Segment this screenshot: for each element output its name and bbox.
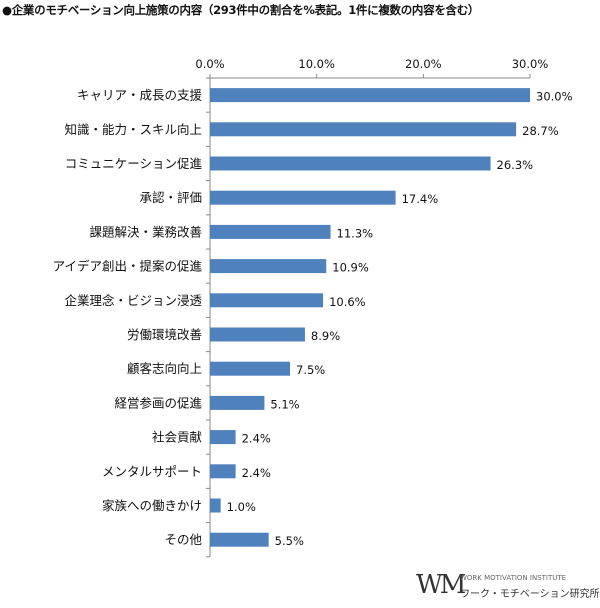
value-label: 2.4% bbox=[242, 466, 271, 480]
logo-mark: WM bbox=[416, 570, 466, 600]
bar bbox=[210, 430, 236, 445]
value-label: 26.3% bbox=[497, 158, 534, 172]
bar bbox=[210, 498, 221, 513]
category-label: キャリア・成長の支援 bbox=[77, 88, 203, 103]
bar bbox=[210, 156, 491, 171]
value-label: 5.1% bbox=[270, 397, 299, 411]
category-label: 企業理念・ビジョン浸透 bbox=[64, 293, 202, 308]
bar bbox=[210, 395, 265, 410]
x-tick-label: 30.0% bbox=[512, 57, 549, 71]
bar bbox=[210, 122, 517, 137]
logo-name-jp: ワーク・モチベーション研究所 bbox=[460, 589, 600, 600]
bar bbox=[210, 327, 305, 342]
value-label: 28.7% bbox=[522, 124, 559, 138]
logo-name-en: WORK MOTIVATION INSTITUTE bbox=[460, 574, 567, 582]
logo: WM WORK MOTIVATION INSTITUTE ワーク・モチベーション… bbox=[416, 570, 600, 602]
bar bbox=[210, 532, 269, 547]
category-label: 社会貢献 bbox=[152, 430, 202, 445]
bar bbox=[210, 361, 290, 376]
value-label: 10.9% bbox=[332, 261, 369, 275]
bar bbox=[210, 224, 331, 239]
category-label: 家族への働きかけ bbox=[102, 498, 202, 513]
value-label: 1.0% bbox=[227, 500, 256, 514]
category-label: アイデア創出・提案の促進 bbox=[53, 259, 203, 274]
value-label: 10.6% bbox=[329, 295, 366, 309]
category-label: その他 bbox=[164, 532, 202, 547]
value-label: 2.4% bbox=[242, 432, 271, 446]
x-tick-label: 10.0% bbox=[298, 57, 335, 71]
x-tick-label: 20.0% bbox=[405, 57, 442, 71]
category-label: 労働環境改善 bbox=[127, 327, 202, 342]
chart-title: ●企業のモチベーション向上施策の内容（293件中の割合を%表記。1件に複数の内容… bbox=[2, 3, 480, 17]
value-label: 17.4% bbox=[402, 192, 439, 206]
category-label: 知識・能力・スキル向上 bbox=[64, 122, 202, 137]
bar bbox=[210, 293, 324, 308]
bar bbox=[210, 259, 327, 274]
category-label: 承認・評価 bbox=[139, 190, 202, 205]
value-label: 8.9% bbox=[311, 329, 340, 343]
category-label: メンタルサポート bbox=[102, 464, 202, 479]
category-label: コミュニケーション促進 bbox=[65, 156, 203, 171]
bar bbox=[210, 190, 396, 205]
category-label: 経営参画の促進 bbox=[114, 395, 202, 410]
x-tick-label: 0.0% bbox=[195, 57, 224, 71]
category-label: 課題解決・業務改善 bbox=[89, 224, 202, 239]
bar bbox=[210, 464, 236, 479]
value-label: 30.0% bbox=[536, 90, 573, 104]
category-label: 顧客志向向上 bbox=[127, 361, 202, 376]
value-label: 7.5% bbox=[296, 363, 325, 377]
value-label: 5.5% bbox=[275, 534, 304, 548]
value-label: 11.3% bbox=[337, 226, 374, 240]
bar bbox=[210, 88, 530, 103]
